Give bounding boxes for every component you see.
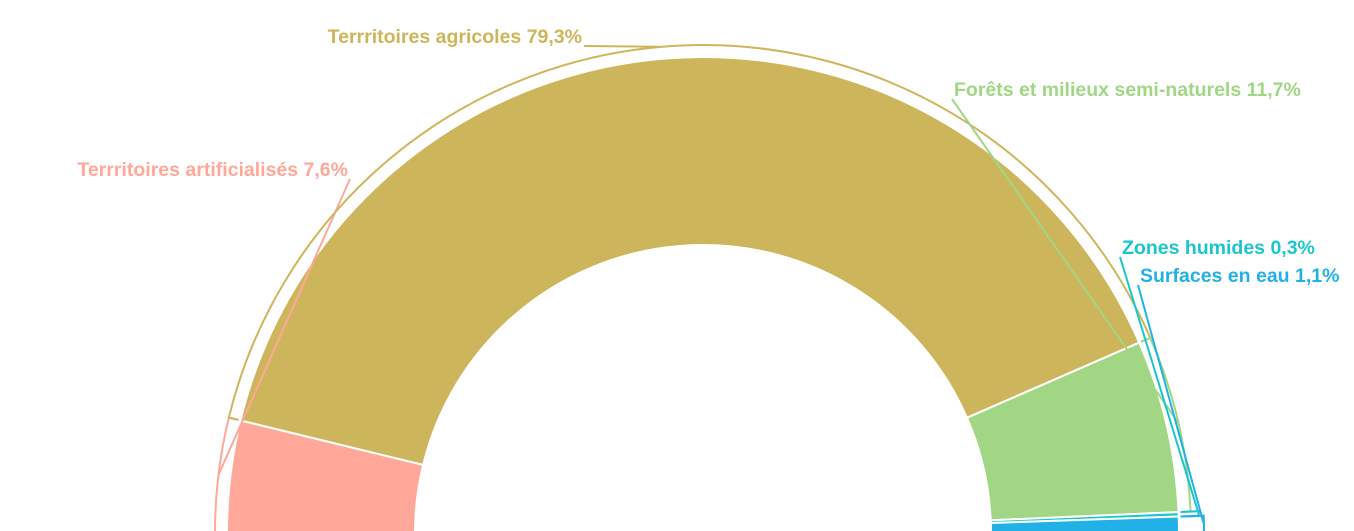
label-forets-milieux-semi-naturels: Forêts et milieux semi-naturels 11,7% [954,79,1301,101]
leader-line-humides [1119,256,1200,514]
label-territoires-agricoles: Terrritoires agricoles 79,3% [328,26,582,48]
label-surfaces-en-eau: Surfaces en eau 1,1% [1140,265,1339,287]
label-brackets [214,44,1205,531]
label-territoires-artificialises: Terrritoires artificialisés 7,6% [77,159,348,181]
slice-eau [989,515,1180,531]
leader-line-artif [217,178,351,476]
chart-slices [226,56,1180,531]
bracket-agri [227,44,1152,421]
slice-agri [239,56,1141,467]
leader-line-eau [1137,284,1205,525]
leader-line-forets [951,98,1180,424]
slice-labels: Terrritoires artificialisés 7,6% Terrrit… [77,26,1339,287]
leader-line-agri [583,45,661,48]
bracket-eau [1180,514,1205,531]
label-zones-humides: Zones humides 0,3% [1122,237,1315,259]
